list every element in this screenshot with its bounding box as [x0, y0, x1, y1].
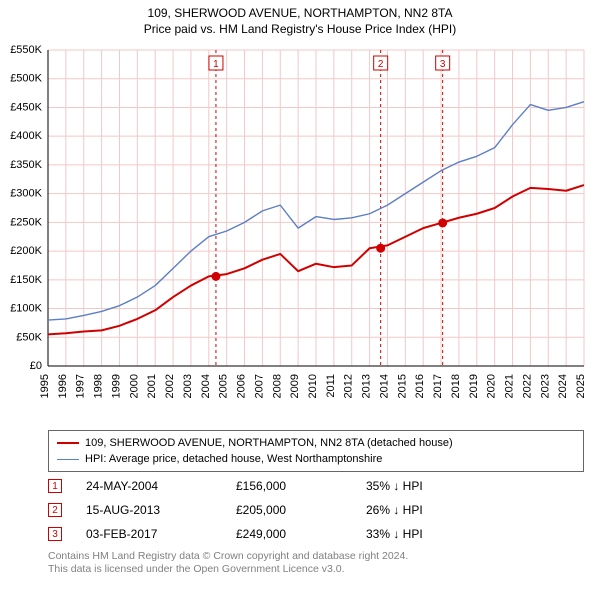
svg-text:2: 2: [378, 59, 384, 70]
svg-text:2020: 2020: [486, 374, 498, 398]
svg-text:2018: 2018: [450, 374, 462, 398]
sales-list: 1 24-MAY-2004£156,00035% ↓ HPI 2 15-AUG-201…: [48, 474, 584, 546]
svg-text:2008: 2008: [271, 374, 283, 398]
svg-text:£350K: £350K: [10, 159, 42, 171]
svg-text:1998: 1998: [93, 374, 105, 398]
line-chart: £0£50K£100K£150K£200K£250K£300K£350K£400…: [48, 46, 584, 416]
svg-text:1995: 1995: [39, 374, 51, 398]
svg-text:2003: 2003: [182, 374, 194, 398]
svg-text:1999: 1999: [110, 374, 122, 398]
chart-area: £0£50K£100K£150K£200K£250K£300K£350K£400…: [48, 46, 584, 416]
sale-price: £249,000: [236, 527, 366, 541]
svg-text:2011: 2011: [325, 374, 337, 398]
svg-text:£300K: £300K: [10, 188, 42, 200]
sale-pct-vs-hpi: 33% ↓ HPI: [366, 527, 423, 541]
svg-text:£100K: £100K: [10, 303, 42, 315]
sale-pct-vs-hpi: 35% ↓ HPI: [366, 479, 423, 493]
title-subtitle: Price paid vs. HM Land Registry's House …: [0, 22, 600, 36]
svg-text:£50K: £50K: [16, 331, 42, 343]
svg-text:£450K: £450K: [10, 101, 42, 113]
svg-text:2022: 2022: [521, 374, 533, 398]
svg-text:2001: 2001: [146, 374, 158, 398]
svg-text:2007: 2007: [253, 374, 265, 398]
svg-text:2002: 2002: [164, 374, 176, 398]
svg-text:2019: 2019: [468, 374, 480, 398]
legend-swatch: [57, 459, 79, 460]
legend-row: HPI: Average price, detached house, West…: [57, 451, 575, 467]
svg-text:2010: 2010: [307, 374, 319, 398]
svg-text:1: 1: [213, 59, 219, 70]
svg-text:£400K: £400K: [10, 130, 42, 142]
svg-text:2016: 2016: [414, 374, 426, 398]
svg-text:£550K: £550K: [10, 44, 42, 56]
svg-text:3: 3: [440, 59, 446, 70]
svg-text:2023: 2023: [539, 374, 551, 398]
footer-line-1: Contains HM Land Registry data © Crown c…: [48, 550, 584, 563]
svg-text:2009: 2009: [289, 374, 301, 398]
title-address: 109, SHERWOOD AVENUE, NORTHAMPTON, NN2 8…: [0, 6, 600, 20]
svg-text:2006: 2006: [236, 374, 248, 398]
sale-price: £205,000: [236, 503, 366, 517]
legend: 109, SHERWOOD AVENUE, NORTHAMPTON, NN2 8…: [48, 430, 584, 472]
legend-label: HPI: Average price, detached house, West…: [85, 451, 382, 467]
svg-text:£200K: £200K: [10, 245, 42, 257]
sale-badge: 1: [48, 479, 62, 493]
legend-label: 109, SHERWOOD AVENUE, NORTHAMPTON, NN2 8…: [85, 435, 453, 451]
svg-text:£150K: £150K: [10, 274, 42, 286]
footer-line-2: This data is licensed under the Open Gov…: [48, 563, 584, 576]
svg-text:2017: 2017: [432, 374, 444, 398]
svg-text:2014: 2014: [378, 374, 390, 398]
sale-row: 2 15-AUG-2013£205,00026% ↓ HPI: [48, 498, 584, 522]
svg-text:2024: 2024: [557, 374, 569, 398]
legend-swatch: [57, 442, 79, 444]
svg-text:2021: 2021: [504, 374, 516, 398]
sale-date: 03-FEB-2017: [86, 527, 236, 541]
svg-text:1997: 1997: [75, 374, 87, 398]
svg-text:2015: 2015: [396, 374, 408, 398]
sale-date: 15-AUG-2013: [86, 503, 236, 517]
legend-row: 109, SHERWOOD AVENUE, NORTHAMPTON, NN2 8…: [57, 435, 575, 451]
svg-text:2005: 2005: [218, 374, 230, 398]
svg-text:£250K: £250K: [10, 216, 42, 228]
svg-text:2025: 2025: [575, 374, 587, 398]
svg-text:2004: 2004: [200, 374, 212, 398]
sale-price: £156,000: [236, 479, 366, 493]
chart-container: 109, SHERWOOD AVENUE, NORTHAMPTON, NN2 8…: [0, 0, 600, 590]
sale-badge: 2: [48, 503, 62, 517]
chart-titles: 109, SHERWOOD AVENUE, NORTHAMPTON, NN2 8…: [0, 0, 600, 36]
sale-date: 24-MAY-2004: [86, 479, 236, 493]
sale-badge: 3: [48, 527, 62, 541]
svg-text:2000: 2000: [128, 374, 140, 398]
svg-text:£0: £0: [30, 360, 42, 372]
svg-text:2013: 2013: [361, 374, 373, 398]
svg-text:£500K: £500K: [10, 73, 42, 85]
svg-text:2012: 2012: [343, 374, 355, 398]
sale-pct-vs-hpi: 26% ↓ HPI: [366, 503, 423, 517]
attribution-footer: Contains HM Land Registry data © Crown c…: [48, 550, 584, 576]
sale-row: 3 03-FEB-2017£249,00033% ↓ HPI: [48, 522, 584, 546]
svg-text:1996: 1996: [57, 374, 69, 398]
sale-row: 1 24-MAY-2004£156,00035% ↓ HPI: [48, 474, 584, 498]
